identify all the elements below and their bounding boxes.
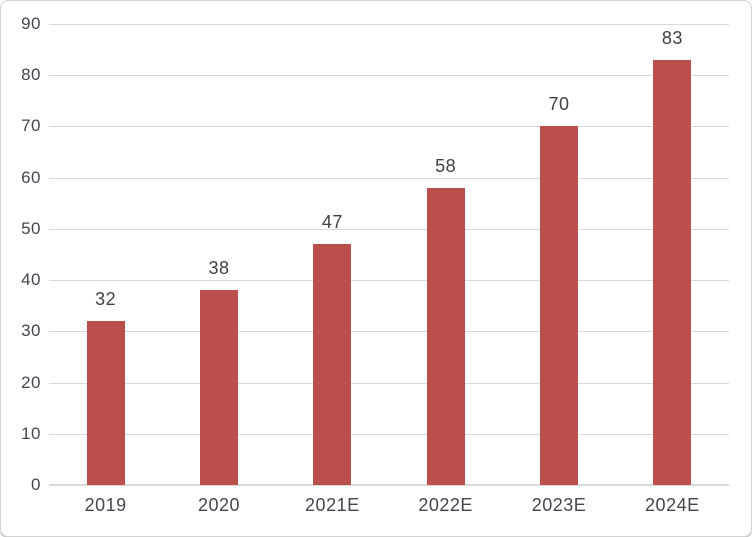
bar-value-label: 70 bbox=[548, 94, 570, 115]
bar-value-label: 38 bbox=[208, 258, 230, 279]
bar-2021E bbox=[313, 244, 352, 485]
y-axis-tick-label: 30 bbox=[21, 321, 41, 341]
gridline bbox=[49, 382, 729, 384]
x-axis-line bbox=[49, 484, 729, 486]
y-axis-tick-label: 60 bbox=[21, 167, 41, 187]
bar-value-label: 58 bbox=[435, 155, 457, 176]
gridline bbox=[49, 24, 729, 25]
bar-2024E bbox=[653, 59, 692, 485]
x-axis-tick-label: 2020 bbox=[197, 495, 241, 515]
x-axis-tick-label: 2021E bbox=[305, 495, 360, 515]
y-axis-tick-label: 20 bbox=[21, 372, 41, 392]
y-axis-tick-label: 0 bbox=[31, 475, 41, 494]
x-axis-tick-label: 2019 bbox=[84, 495, 127, 515]
y-axis-tick-label: 10 bbox=[21, 423, 41, 443]
bar-2020 bbox=[200, 290, 238, 485]
plot-area: 32 38 47 58 70 83 bbox=[49, 24, 729, 486]
bar-2019 bbox=[86, 321, 125, 485]
gridline bbox=[49, 228, 729, 230]
bar-value-label: 32 bbox=[95, 289, 117, 310]
gridline bbox=[49, 177, 729, 179]
y-axis-tick-label: 80 bbox=[21, 65, 41, 85]
bar-2022E bbox=[426, 187, 465, 485]
x-axis-tick-label: 2024E bbox=[645, 495, 700, 515]
gridline bbox=[49, 433, 729, 435]
bar-value-label: 47 bbox=[321, 212, 343, 233]
bar-value-label: 83 bbox=[661, 27, 683, 48]
x-axis-tick-label: 2022E bbox=[418, 495, 473, 515]
x-axis-tick-label: 2023E bbox=[531, 495, 587, 515]
gridline bbox=[49, 75, 729, 77]
y-axis-tick-label: 90 bbox=[21, 14, 41, 33]
y-axis-tick-label: 50 bbox=[21, 218, 41, 238]
gridline bbox=[49, 280, 729, 282]
y-axis-tick-label: 70 bbox=[21, 116, 41, 136]
gridline bbox=[49, 126, 729, 128]
bar-2023E bbox=[540, 126, 578, 485]
y-axis-tick-label: 40 bbox=[21, 270, 41, 290]
gridline bbox=[49, 331, 729, 333]
